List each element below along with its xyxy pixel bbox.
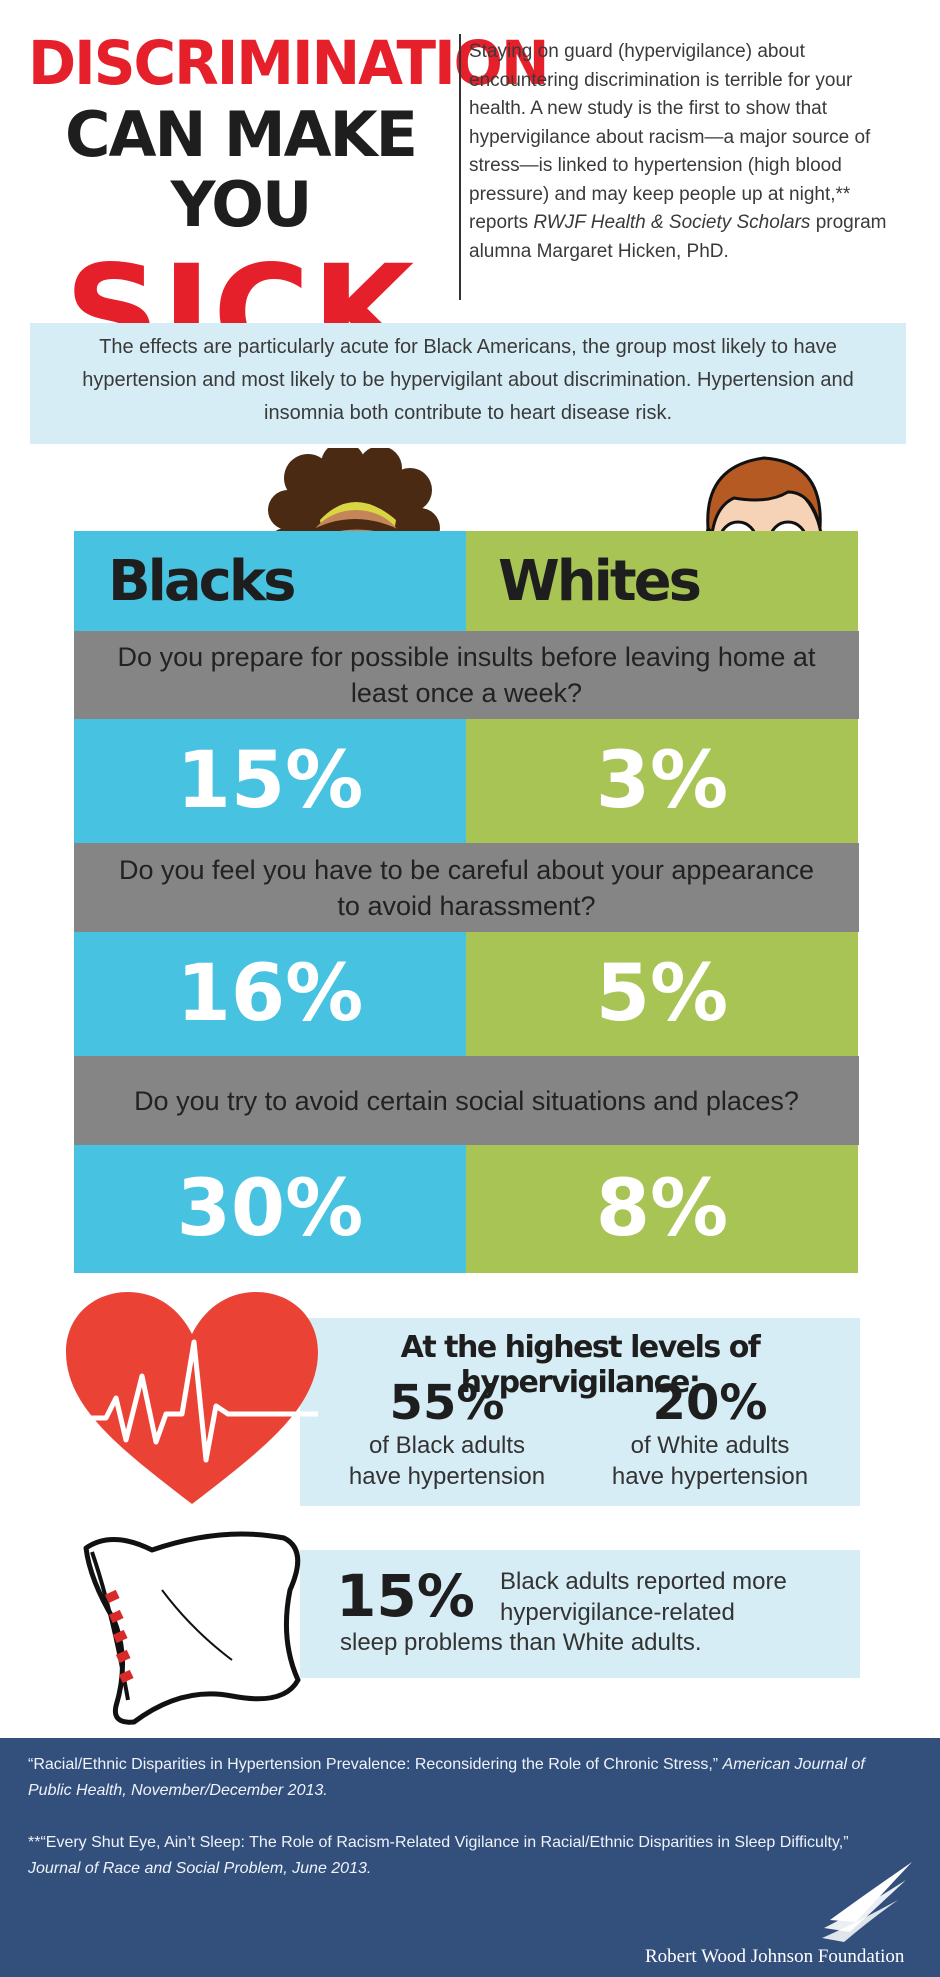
reference-1: “Racial/Ethnic Disparities in Hypertensi… — [28, 1752, 888, 1804]
effects-callout: The effects are particularly acute for B… — [30, 323, 906, 444]
black-hypertension-value: 55% — [389, 1375, 505, 1431]
black-hypertension-label-1: of Black adults — [368, 1432, 526, 1459]
table-header: Blacks Whites — [74, 531, 859, 631]
whites-header-cell — [466, 531, 858, 631]
reference-2: **“Every Shut Eye, Ain’t Sleep: The Role… — [28, 1830, 888, 1882]
white-hypertension-value: 20% — [652, 1375, 768, 1431]
white-hypertension-label-1: of White adults — [630, 1432, 790, 1459]
blacks-column-label: Blacks — [108, 549, 296, 614]
intro-text-1: Staying on guard (hypervigilance) about … — [469, 41, 871, 233]
reference-2-text: **“Every Shut Eye, Ain’t Sleep: The Role… — [28, 1834, 849, 1851]
hypertension-title: At the highest levels of hypervigilance: — [400, 1330, 761, 1400]
intro-emphasis: RWJF Health & Society Scholars — [533, 212, 811, 233]
rwjf-logo-icon — [822, 1862, 912, 1942]
reference-1-text: “Racial/Ethnic Disparities in Hypertensi… — [28, 1756, 723, 1773]
blacks-header-cell — [74, 531, 466, 631]
answer-row-3: 30% 8% — [74, 1145, 859, 1273]
pillow-icon — [83, 1531, 301, 1725]
intro-text-2: program alumna Margaret Hicken, PhD. — [469, 212, 887, 262]
blacks-value-3: 30% — [74, 1145, 466, 1273]
answer-row-1: 15% 3% — [74, 719, 859, 843]
blacks-value-1: 15% — [74, 719, 466, 843]
intro-paragraph: Staying on guard (hypervigilance) about … — [469, 38, 909, 266]
white-hypertension-stat: 20% of White adults have hypertension — [595, 1376, 825, 1492]
header-divider — [459, 34, 461, 300]
sleep-panel: 15% Black adults reported more hypervigi… — [300, 1550, 860, 1678]
question-3: Do you try to avoid certain social situa… — [74, 1056, 859, 1145]
title-line-2: CAN MAKE YOU — [64, 98, 418, 241]
whites-value-2: 5% — [466, 932, 858, 1056]
title-line-1: DISCRIMINATION — [28, 27, 550, 99]
heart-ekg-icon — [66, 1292, 318, 1504]
sleep-text-1: Black adults reported more hypervigilanc… — [500, 1568, 787, 1626]
reference-2-source: Journal of Race and Social Problem, June… — [28, 1860, 372, 1877]
sleep-text-2: sleep problems than White adults. — [340, 1629, 702, 1656]
whites-value-3: 8% — [466, 1145, 858, 1273]
sleep-value: 15% — [336, 1562, 475, 1630]
black-hypertension-label-2: have hypertension — [348, 1463, 546, 1490]
foundation-name: Robert Wood Johnson Foundation — [645, 1946, 905, 1967]
footer: “Racial/Ethnic Disparities in Hypertensi… — [0, 1738, 940, 1977]
black-hypertension-stat: 55% of Black adults have hypertension — [332, 1376, 562, 1492]
question-2: Do you feel you have to be careful about… — [74, 843, 859, 932]
whites-column-label: Whites — [498, 549, 702, 614]
question-1: Do you prepare for possible insults befo… — [74, 631, 859, 719]
blacks-value-2: 16% — [74, 932, 466, 1056]
comparison-table: Blacks Whites Do you prepare for possibl… — [74, 531, 859, 1273]
hypertension-panel: At the highest levels of hypervigilance:… — [300, 1318, 860, 1506]
answer-row-2: 16% 5% — [74, 932, 859, 1056]
whites-value-1: 3% — [466, 719, 858, 843]
white-hypertension-label-2: have hypertension — [611, 1463, 809, 1490]
reference-1-source: American Journal of Public Health, Novem… — [28, 1756, 865, 1799]
